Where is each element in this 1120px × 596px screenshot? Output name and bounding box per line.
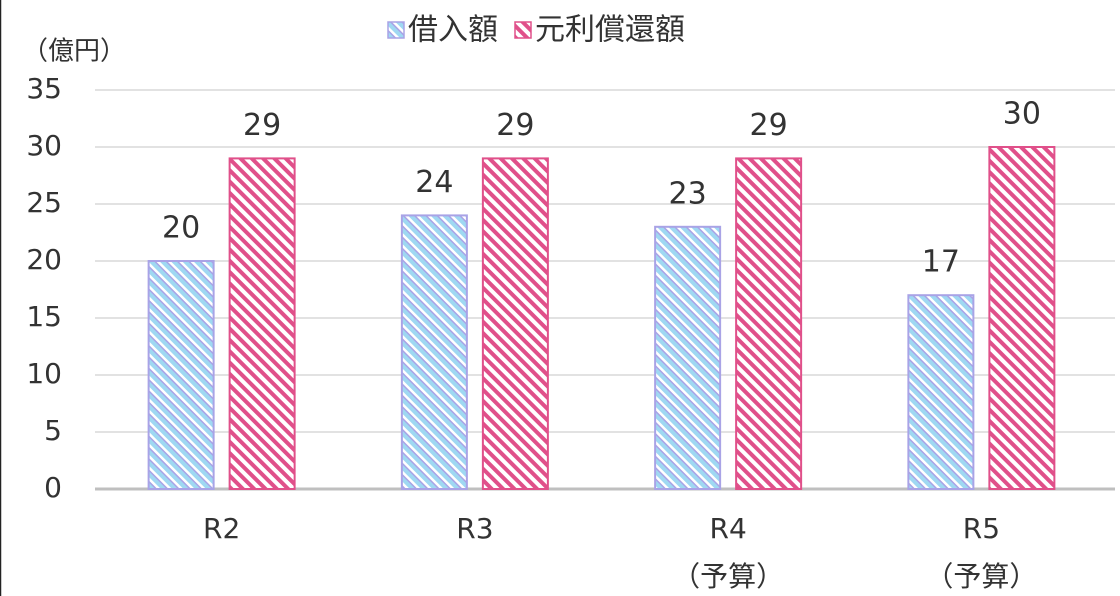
bar — [654, 225, 722, 491]
legend-swatch — [514, 21, 532, 39]
y-tick-label: 15 — [26, 300, 62, 333]
value-label: 29 — [750, 108, 788, 143]
value-label: 30 — [1003, 97, 1041, 132]
value-label: 20 — [162, 211, 200, 246]
value-label: 29 — [243, 108, 281, 143]
x-tick-label: R3 — [456, 512, 493, 545]
x-tick-label: R5 — [963, 512, 1000, 545]
y-tick-label: 20 — [26, 243, 62, 276]
legend-label: 借入額 — [408, 13, 498, 48]
x-tick-label: （予算） — [672, 560, 784, 593]
y-axis-label: （億円） — [22, 37, 126, 67]
bar — [228, 157, 296, 490]
bar — [735, 157, 803, 490]
value-label: 24 — [415, 165, 453, 200]
bar — [400, 214, 468, 490]
x-tick-label: R4 — [709, 512, 746, 545]
legend-swatch — [387, 21, 405, 39]
value-label: 23 — [669, 176, 707, 211]
x-tick-label: （予算） — [925, 560, 1037, 593]
y-tick-label: 10 — [26, 357, 62, 390]
bar — [988, 146, 1056, 490]
y-tick-label: 25 — [26, 186, 62, 219]
y-tick-label: 0 — [44, 471, 62, 504]
x-tick-label: R2 — [203, 512, 240, 545]
y-tick-label: 35 — [26, 72, 62, 105]
bar — [907, 294, 975, 491]
value-label: 29 — [496, 108, 534, 143]
value-label: 17 — [922, 245, 960, 280]
y-tick-label: 5 — [44, 414, 62, 447]
bar — [481, 157, 549, 490]
bar — [147, 260, 215, 490]
y-tick-label: 30 — [26, 129, 62, 162]
legend-label: 元利償還額 — [535, 13, 685, 48]
